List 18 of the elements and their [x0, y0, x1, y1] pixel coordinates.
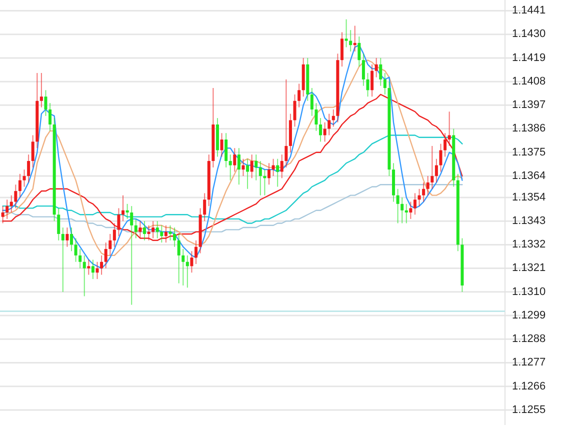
y-tick-label: 1.1332: [512, 238, 546, 251]
y-tick-label: 1.1386: [512, 122, 546, 135]
y-tick-label: 1.1419: [512, 52, 546, 64]
y-tick-label: 1.1397: [512, 99, 546, 112]
y-tick-label: 1.1266: [512, 380, 546, 392]
y-tick-label: 1.1354: [512, 191, 546, 204]
y-tick-label: 1.1288: [512, 333, 546, 346]
y-tick-label: 1.1343: [512, 214, 546, 227]
y-tick-label: 1.1299: [512, 309, 546, 322]
y-tick-label: 1.1364: [512, 170, 546, 182]
y-tick-label: 1.1310: [512, 286, 546, 298]
y-tick-label: 1.1441: [512, 4, 546, 17]
y-tick-label: 1.1408: [512, 75, 546, 88]
y-tick-label: 1.1321: [512, 262, 546, 274]
y-tick-label: 1.1255: [512, 404, 546, 416]
y-tick-label: 1.1277: [512, 356, 546, 369]
y-tick-label: 1.1375: [512, 146, 546, 158]
y-tick-label: 1.1430: [512, 28, 546, 40]
